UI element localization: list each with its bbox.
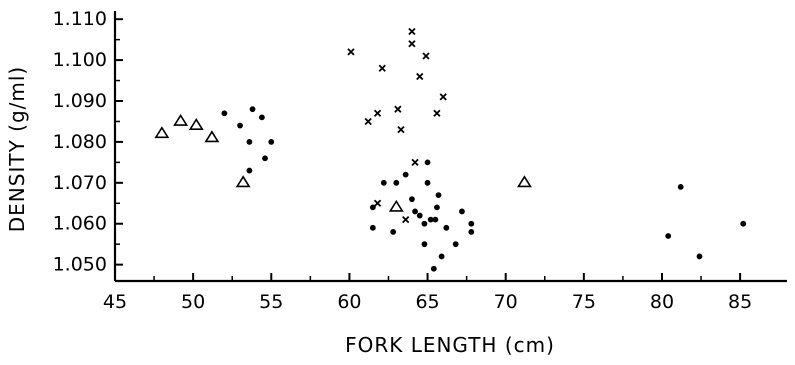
dot-point [237, 122, 243, 129]
x-axis-title: FORK LENGTH (cm) [345, 333, 555, 357]
cross-point [411, 158, 419, 167]
dot-point [430, 265, 437, 272]
cross-point [408, 40, 416, 48]
dot-point [468, 220, 475, 227]
y-tick-label: 1.070 [53, 172, 107, 194]
dot-point [402, 171, 409, 178]
x-tick-label: 55 [259, 291, 283, 313]
x-tick-label: 60 [337, 291, 361, 313]
dot-point [677, 184, 684, 190]
dot-point [459, 208, 465, 215]
x-tick-label: 75 [572, 291, 596, 313]
x-axis-ticks: 45 50 55 60 65 70 75 80 85 [103, 273, 752, 313]
x-tick-label: 80 [650, 291, 674, 313]
cross-point [402, 215, 410, 224]
dot-point [268, 139, 275, 145]
dot-point [249, 106, 256, 113]
dot-point [468, 229, 475, 235]
triangle-point [204, 130, 220, 143]
y-tick-label: 1.110 [53, 8, 107, 30]
triangle-point [388, 199, 404, 212]
dot-point [262, 155, 268, 162]
dot-point [740, 220, 747, 227]
dot-point [390, 229, 397, 235]
triangle-point [188, 118, 204, 130]
dot-point [432, 216, 439, 223]
dot-point [421, 220, 428, 227]
y-tick-label: 1.060 [53, 213, 107, 235]
x-tick-label: 85 [728, 291, 752, 313]
dot-point [424, 179, 431, 186]
dot-point [435, 192, 442, 198]
cross-point [347, 48, 355, 56]
dot-point [246, 139, 253, 145]
y-axis-title: DENSITY (g/ml) [5, 66, 29, 232]
cross-point [439, 93, 447, 101]
dot-point [416, 212, 423, 219]
cross-point [378, 64, 386, 72]
y-tick-label: 1.050 [53, 254, 107, 276]
x-tick-label: 45 [103, 291, 127, 313]
cross-point [433, 109, 441, 117]
dot-point [259, 114, 265, 121]
dot-point [665, 233, 672, 239]
y-axis-ticks: 1.050 1.060 1.070 1.080 1.090 1.100 1.110 [53, 8, 123, 276]
cross-point [373, 199, 382, 207]
cross-point [408, 27, 416, 36]
dot-point [393, 179, 400, 186]
y-tick-label: 1.090 [53, 90, 107, 112]
dot-point [421, 241, 428, 248]
cross-point [422, 52, 430, 60]
cross-point [416, 72, 424, 81]
dot-point [452, 241, 459, 248]
triangle-point [235, 175, 251, 188]
dot-point [427, 216, 434, 223]
cross-point [373, 109, 382, 117]
cross-point [397, 125, 405, 134]
axes [113, 11, 787, 283]
cross-point [394, 105, 402, 113]
dot-point [221, 110, 228, 117]
dot-point [380, 179, 387, 186]
dot-point [438, 253, 445, 260]
triangle-point [173, 113, 189, 126]
x-tick-label: 65 [415, 291, 439, 313]
triangle-point [154, 126, 170, 139]
x-tick-label: 50 [181, 291, 205, 313]
cross-point [364, 117, 372, 126]
triangle-point [517, 175, 532, 188]
y-tick-label: 1.100 [53, 49, 107, 71]
dot-point [434, 204, 440, 211]
dot-point [443, 224, 450, 231]
dot-point [409, 196, 415, 203]
dot-point [246, 167, 253, 174]
x-tick-label: 70 [494, 291, 518, 313]
dot-point [412, 208, 418, 215]
data-points [154, 27, 747, 272]
dot-point [369, 224, 376, 231]
dot-point [424, 159, 431, 166]
dot-point [696, 253, 703, 260]
y-tick-label: 1.080 [53, 131, 107, 153]
